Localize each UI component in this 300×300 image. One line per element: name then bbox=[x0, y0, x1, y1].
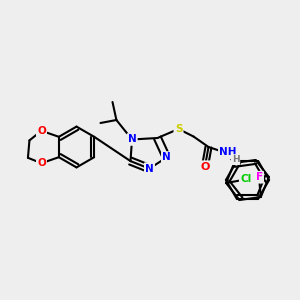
Text: N: N bbox=[145, 164, 154, 174]
Text: N: N bbox=[162, 152, 171, 163]
Text: N: N bbox=[162, 152, 171, 163]
Text: F: F bbox=[256, 172, 263, 182]
Text: S: S bbox=[175, 124, 182, 134]
Text: Cl: Cl bbox=[240, 175, 251, 185]
Text: S: S bbox=[175, 124, 182, 134]
Text: N: N bbox=[128, 134, 136, 145]
Text: O: O bbox=[37, 158, 46, 168]
Text: N: N bbox=[145, 164, 154, 174]
Text: F: F bbox=[256, 172, 263, 182]
Text: O: O bbox=[37, 158, 46, 168]
Text: NH: NH bbox=[219, 148, 237, 158]
Text: O: O bbox=[37, 126, 46, 136]
Text: O: O bbox=[201, 161, 210, 172]
Text: H: H bbox=[232, 155, 239, 164]
Text: N: N bbox=[128, 134, 136, 145]
Text: O: O bbox=[37, 126, 46, 136]
Text: O: O bbox=[201, 162, 210, 172]
Text: Cl: Cl bbox=[241, 174, 252, 184]
Text: NH: NH bbox=[219, 147, 237, 158]
